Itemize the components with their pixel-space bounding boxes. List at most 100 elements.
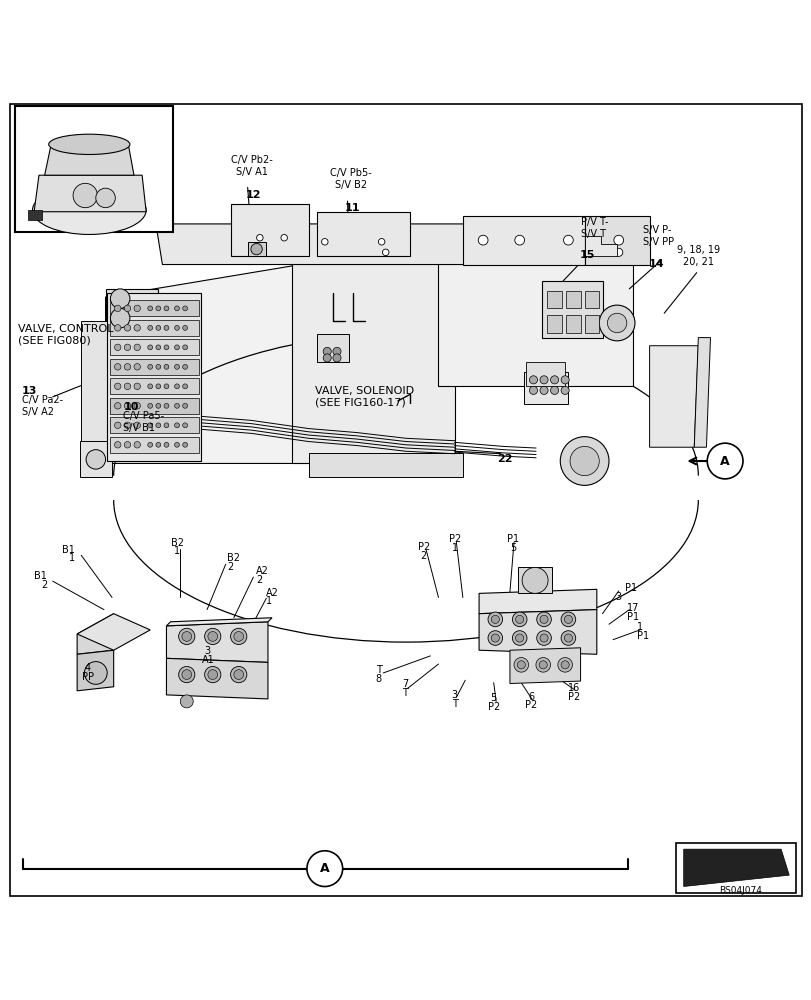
Circle shape (230, 628, 247, 645)
Circle shape (550, 376, 558, 384)
Text: A2: A2 (266, 588, 279, 598)
Circle shape (539, 634, 547, 642)
Circle shape (174, 364, 179, 369)
Circle shape (174, 403, 179, 408)
Circle shape (208, 632, 217, 641)
Circle shape (321, 239, 328, 245)
Circle shape (323, 354, 331, 362)
Circle shape (539, 661, 547, 669)
Circle shape (164, 442, 169, 447)
Circle shape (182, 364, 187, 369)
Circle shape (706, 443, 742, 479)
Circle shape (234, 632, 243, 641)
Polygon shape (34, 175, 146, 212)
Text: T: T (375, 665, 381, 675)
Text: 17: 17 (626, 603, 638, 613)
Bar (308, 453, 462, 477)
Polygon shape (166, 618, 272, 626)
Text: 1: 1 (637, 622, 643, 632)
Circle shape (182, 442, 187, 447)
Bar (547, 315, 561, 333)
Bar (109, 300, 199, 316)
Circle shape (174, 384, 179, 389)
Bar (547, 291, 561, 308)
Polygon shape (478, 610, 596, 654)
Circle shape (182, 423, 187, 428)
Text: P2: P2 (524, 700, 537, 710)
Ellipse shape (49, 134, 130, 154)
Text: A1: A1 (201, 655, 214, 665)
Text: 13: 13 (22, 386, 37, 396)
Circle shape (124, 383, 131, 390)
Circle shape (178, 666, 195, 683)
Text: 4: 4 (84, 663, 91, 673)
Circle shape (515, 634, 523, 642)
Bar (109, 417, 199, 433)
Text: 16: 16 (567, 683, 580, 693)
Circle shape (164, 345, 169, 350)
Circle shape (599, 305, 634, 341)
Text: VALVE, CONTROL
(SEE FIG080): VALVE, CONTROL (SEE FIG080) (18, 324, 114, 346)
Circle shape (114, 364, 121, 370)
Circle shape (134, 442, 140, 448)
Text: 2: 2 (255, 575, 262, 585)
Circle shape (148, 345, 152, 350)
Circle shape (124, 422, 131, 429)
Circle shape (156, 306, 161, 311)
Circle shape (73, 183, 97, 208)
Polygon shape (105, 248, 397, 463)
Circle shape (164, 384, 169, 389)
Text: C/V Pa2-
S/V A2: C/V Pa2- S/V A2 (22, 395, 63, 417)
Polygon shape (77, 614, 150, 650)
Bar (316, 212, 410, 256)
Bar (79, 441, 112, 477)
Text: C/V Pb2-
S/V A1: C/V Pb2- S/V A1 (230, 155, 272, 177)
Circle shape (256, 234, 263, 241)
Circle shape (148, 442, 152, 447)
Text: 2: 2 (227, 562, 234, 572)
Ellipse shape (32, 186, 146, 234)
Text: 11: 11 (344, 203, 360, 213)
Circle shape (134, 305, 140, 312)
Circle shape (182, 632, 191, 641)
Bar (109, 437, 199, 453)
Polygon shape (81, 321, 109, 461)
Bar (584, 315, 599, 333)
Polygon shape (107, 293, 201, 461)
Text: 8: 8 (375, 674, 381, 684)
Polygon shape (292, 248, 454, 463)
Bar (517, 567, 551, 593)
Circle shape (156, 384, 161, 389)
Text: 1: 1 (266, 596, 272, 606)
Polygon shape (45, 144, 134, 175)
Circle shape (323, 347, 331, 355)
Circle shape (535, 658, 550, 672)
Text: A: A (719, 455, 729, 468)
Circle shape (114, 383, 121, 390)
Circle shape (156, 364, 161, 369)
Circle shape (208, 670, 217, 679)
Polygon shape (584, 216, 649, 265)
Circle shape (156, 403, 161, 408)
Bar (105, 334, 158, 354)
Circle shape (512, 631, 526, 645)
Circle shape (148, 384, 152, 389)
Bar (584, 291, 599, 308)
Circle shape (563, 235, 573, 245)
Bar (247, 242, 265, 256)
Circle shape (569, 446, 599, 476)
Circle shape (251, 243, 262, 255)
Circle shape (124, 344, 131, 351)
Circle shape (114, 442, 121, 448)
Circle shape (164, 423, 169, 428)
Polygon shape (28, 210, 42, 220)
Polygon shape (584, 236, 616, 256)
Text: P2: P2 (448, 534, 461, 544)
Polygon shape (438, 248, 633, 386)
Circle shape (514, 235, 524, 245)
Circle shape (110, 308, 130, 328)
Circle shape (529, 376, 537, 384)
Text: 14: 14 (647, 259, 663, 269)
Circle shape (114, 325, 121, 331)
Circle shape (148, 403, 152, 408)
